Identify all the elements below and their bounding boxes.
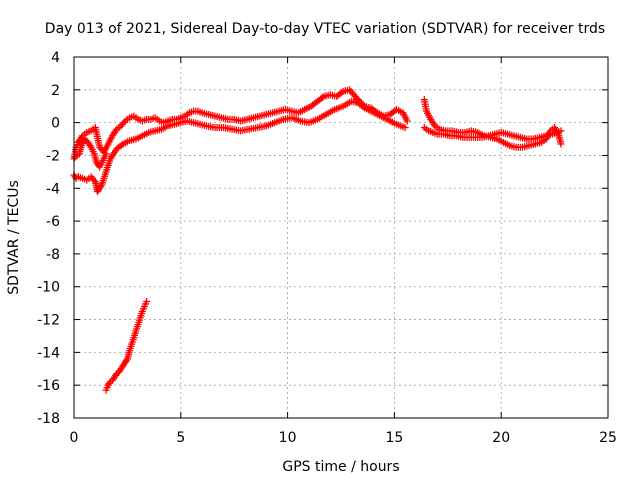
y-tick-label: -14 bbox=[37, 345, 60, 361]
data-point bbox=[401, 124, 409, 132]
data-point bbox=[557, 127, 565, 135]
data-point bbox=[557, 140, 565, 148]
data-point bbox=[97, 183, 105, 191]
data-point bbox=[90, 176, 98, 184]
x-tick-label: 15 bbox=[385, 430, 403, 446]
data-point bbox=[338, 89, 346, 97]
y-tick-label: 2 bbox=[51, 83, 60, 99]
x-tick-label: 20 bbox=[492, 430, 510, 446]
x-tick-label: 10 bbox=[279, 430, 297, 446]
x-axis-label: GPS time / hours bbox=[282, 459, 399, 475]
plot-frame bbox=[73, 56, 609, 419]
data-point bbox=[430, 120, 438, 128]
data-point bbox=[112, 127, 120, 135]
y-tick-label: -10 bbox=[37, 280, 60, 296]
data-point bbox=[353, 94, 361, 102]
x-tick-label: 5 bbox=[176, 430, 185, 446]
data-point bbox=[105, 380, 113, 388]
series-segment-early-lower-band bbox=[70, 97, 409, 196]
data-point bbox=[118, 141, 126, 149]
data-point bbox=[403, 117, 411, 125]
chart-title: Day 013 of 2021, Sidereal Day-to-day VTE… bbox=[45, 21, 605, 37]
data-point bbox=[81, 135, 89, 143]
data-point bbox=[77, 133, 85, 141]
y-axis-label: SDTVAR / TECUs bbox=[6, 180, 22, 295]
data-point bbox=[112, 371, 120, 379]
data-point bbox=[318, 94, 326, 102]
y-tick-label: 0 bbox=[51, 116, 60, 132]
y-tick-label: 4 bbox=[51, 50, 60, 66]
data-point bbox=[122, 357, 130, 365]
y-tick-label: -6 bbox=[46, 214, 60, 230]
data-point bbox=[143, 297, 151, 305]
data-point bbox=[102, 150, 110, 158]
series-segment-steep-segment bbox=[102, 297, 151, 394]
x-tick-label: 25 bbox=[599, 430, 617, 446]
ticks: 0 5 10 15 20 25 -18 -16 -14 -12 -10 -8 -6 -4 -2 0 2 4 bbox=[37, 50, 617, 446]
data-point bbox=[359, 103, 367, 111]
series-segment-early-upper-band bbox=[70, 86, 411, 163]
grid bbox=[74, 57, 608, 418]
data-point bbox=[120, 119, 128, 127]
series-segment-late-band-a bbox=[420, 96, 565, 151]
data-point bbox=[86, 142, 94, 150]
data-points bbox=[70, 86, 565, 394]
series-segment-early-dip-loop bbox=[71, 135, 110, 171]
y-tick-label: -12 bbox=[37, 313, 60, 329]
y-tick-label: -2 bbox=[46, 148, 60, 164]
y-tick-label: -8 bbox=[46, 247, 60, 263]
y-tick-label: -16 bbox=[37, 378, 60, 394]
y-tick-label: -18 bbox=[37, 411, 60, 427]
x-tick-label: 0 bbox=[70, 430, 79, 446]
y-tick-label: -4 bbox=[46, 181, 60, 197]
series-segment-late-band-b bbox=[420, 124, 565, 143]
